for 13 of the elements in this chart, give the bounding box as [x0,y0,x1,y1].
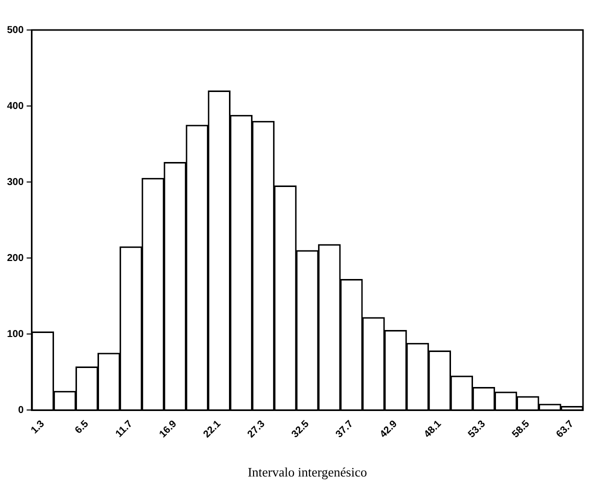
y-tick-label: 500 [6,24,24,36]
y-tick-label: 0 [18,404,24,416]
y-tick-label: 300 [6,176,24,188]
x-tick-label: 16.9 [158,418,180,440]
x-tick-label: 6.5 [73,418,92,436]
x-tick-label: 1.3 [29,418,48,436]
y-tick-label: 400 [6,100,24,112]
y-tick-label: 100 [6,328,24,340]
x-tick-label: 53.3 [466,418,488,440]
y-tick-label: 200 [6,252,24,264]
x-tick-label: 48.1 [422,418,444,440]
x-tick-label: 42.9 [378,418,400,440]
x-axis-title: Intervalo intergenésico [248,464,367,480]
